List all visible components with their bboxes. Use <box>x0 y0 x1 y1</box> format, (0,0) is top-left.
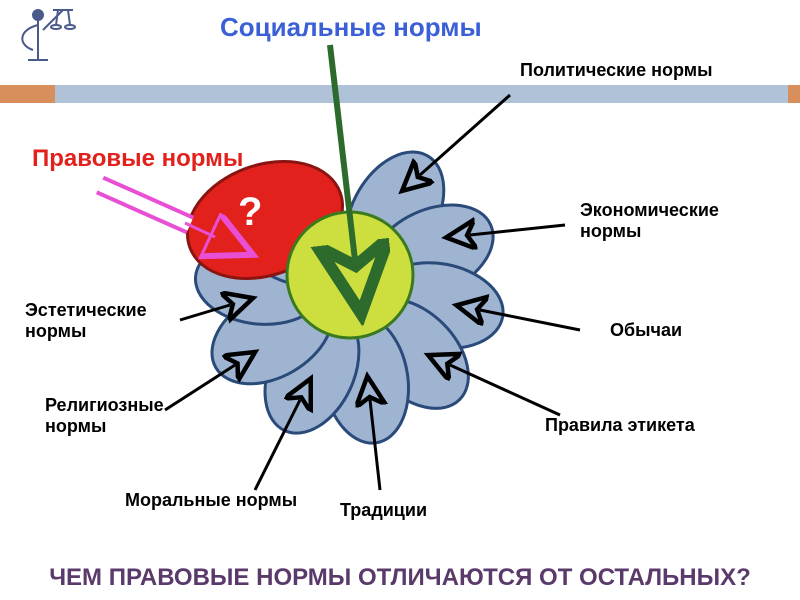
norm-label: Эстетические нормы <box>25 300 147 342</box>
arrow <box>330 45 355 260</box>
norm-label: Обычаи <box>610 320 682 341</box>
norm-label: Традиции <box>340 500 427 521</box>
justice-icon <box>8 0 88 80</box>
petal <box>246 295 377 448</box>
arrow <box>420 95 510 175</box>
main-question: ЧЕМ ПРАВОВЫЕ НОРМЫ ОТЛИЧАЮТСЯ ОТ ОСТАЛЬН… <box>0 564 800 592</box>
petal <box>338 278 489 429</box>
arrow <box>480 310 580 330</box>
flower-center <box>287 212 413 338</box>
arrow <box>450 365 560 415</box>
petal <box>355 186 508 317</box>
norm-label: Религиозные нормы <box>45 395 164 437</box>
petal <box>367 253 510 358</box>
petal <box>313 307 418 450</box>
header-band <box>0 85 800 103</box>
arrow <box>180 305 230 320</box>
arrow <box>185 223 215 237</box>
petal <box>326 135 464 290</box>
question-mark: ? <box>238 190 262 235</box>
legal-arrow-body <box>100 185 190 225</box>
norm-label: Правила этикета <box>545 415 695 436</box>
norm-label: Моральные нормы <box>125 490 297 511</box>
norm-label: Политические нормы <box>520 60 713 81</box>
petal <box>204 158 358 306</box>
arrow <box>255 400 300 490</box>
arrow <box>470 225 565 235</box>
petal <box>192 235 329 330</box>
petal <box>195 266 350 404</box>
arrow <box>165 365 235 410</box>
arrow <box>370 400 380 490</box>
title-legal: Правовые нормы <box>32 145 243 173</box>
norm-label: Экономические нормы <box>580 200 719 242</box>
title-social: Социальные нормы <box>220 12 482 43</box>
